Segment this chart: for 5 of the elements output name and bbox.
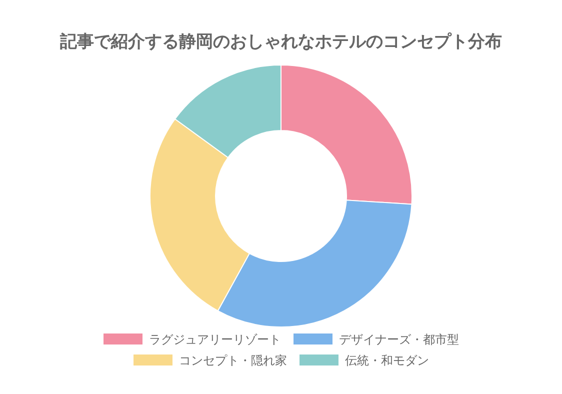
- legend-label: 伝統・和モダン: [345, 354, 429, 368]
- chart-title: 記事で紹介する静岡のおしゃれなホテルのコンセプト分布: [59, 32, 502, 52]
- legend-label: ラグジュアリーリゾート: [149, 332, 281, 346]
- legend-label: デザイナーズ・都市型: [339, 332, 459, 346]
- legend-label: コンセプト・隠れ家: [179, 354, 287, 368]
